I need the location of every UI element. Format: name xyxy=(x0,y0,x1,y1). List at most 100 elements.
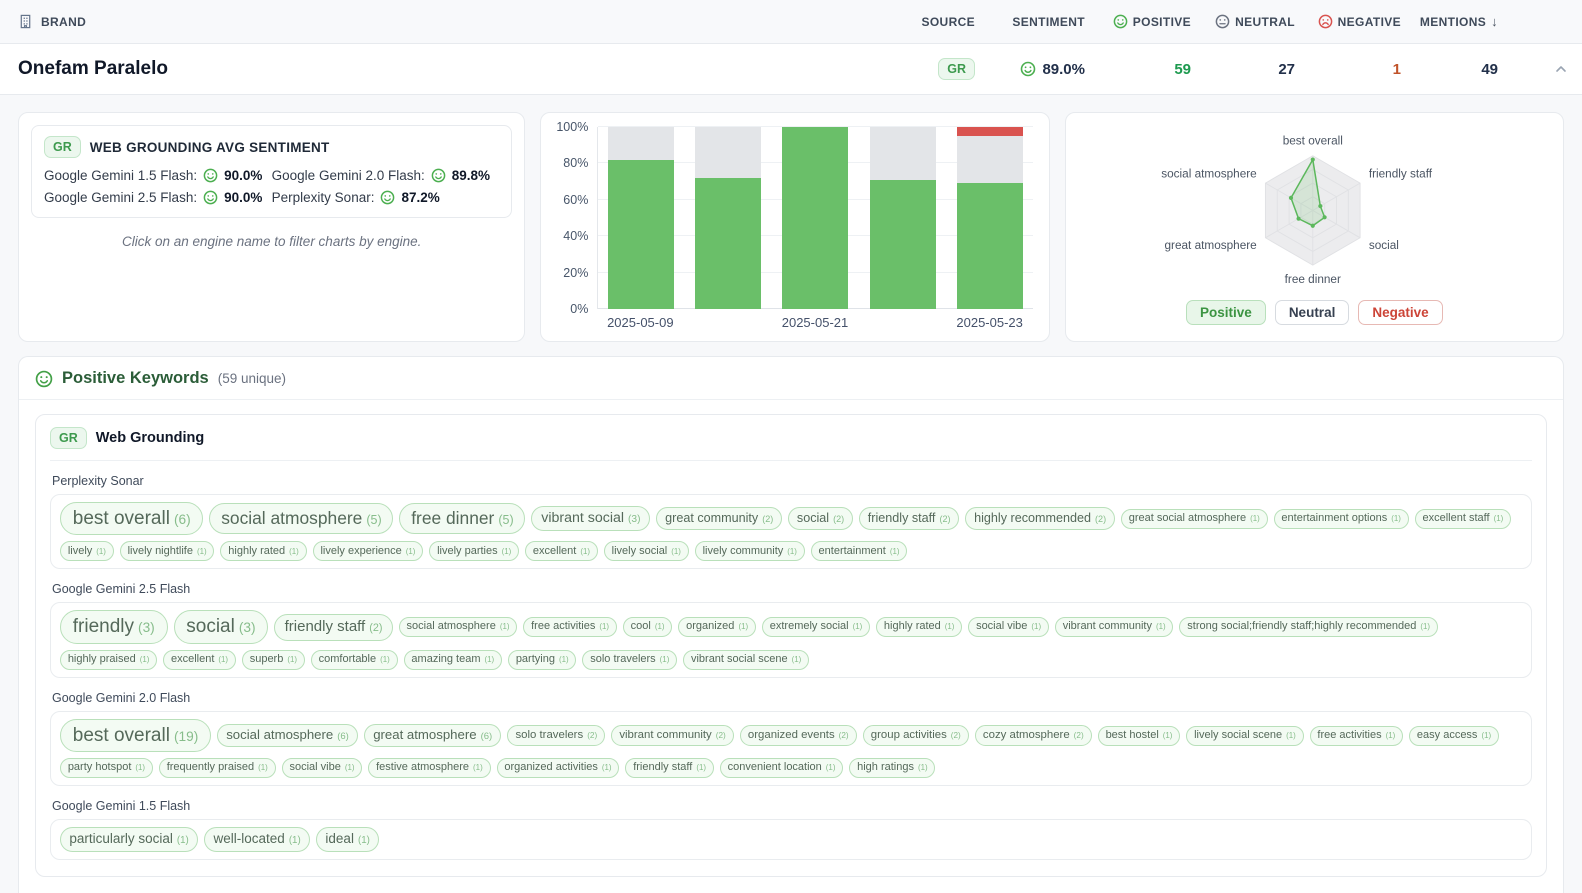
keyword-chip[interactable]: ideal (1) xyxy=(316,827,380,852)
keyword-chip[interactable]: social (3) xyxy=(173,610,269,644)
keyword-text: friendly staff xyxy=(633,761,693,774)
keyword-chip[interactable]: amazing team (1) xyxy=(403,649,502,670)
keyword-chip[interactable]: strong social;friendly staff;highly reco… xyxy=(1179,617,1438,638)
engine-keyword-group: Google Gemini 1.5 Flash particularly soci… xyxy=(50,799,1532,860)
keyword-chip[interactable]: friendly staff (2) xyxy=(274,613,393,641)
keyword-chip[interactable]: group activities (2) xyxy=(862,725,969,746)
keyword-chip[interactable]: entertainment (1) xyxy=(810,541,908,562)
keyword-text: cool xyxy=(630,620,651,633)
keyword-chip[interactable]: excellent staff (1) xyxy=(1414,508,1512,529)
keyword-chip[interactable]: social vibe (1) xyxy=(281,758,363,779)
keyword-chip[interactable]: vibrant community (1) xyxy=(1054,617,1174,638)
keyword-chip[interactable]: best overall (6) xyxy=(60,502,204,536)
radar-axis-label: best overall xyxy=(1282,134,1342,147)
bar[interactable] xyxy=(869,127,936,309)
engine-name-link[interactable]: Google Gemini 2.5 Flash: xyxy=(44,190,198,205)
keyword-chip[interactable]: friendly (3) xyxy=(60,610,168,644)
keyword-chip[interactable]: free dinner (5) xyxy=(399,503,526,535)
keyword-chip[interactable]: highly rated (1) xyxy=(876,617,963,638)
keyword-chip[interactable]: easy access (1) xyxy=(1409,725,1499,746)
column-mentions[interactable]: MENTIONS ↓ xyxy=(1419,14,1498,29)
keyword-chip[interactable]: entertainment options (1) xyxy=(1273,508,1409,529)
keyword-chip[interactable]: frequently praised (1) xyxy=(158,758,276,779)
keyword-chip[interactable]: solo travelers (1) xyxy=(582,649,678,670)
keyword-count: (1) xyxy=(1391,513,1401,523)
keyword-chip[interactable]: lively experience (1) xyxy=(312,541,424,562)
bar[interactable] xyxy=(695,127,762,309)
keyword-chip[interactable]: lively parties (1) xyxy=(429,541,520,562)
brand-row[interactable]: Onefam Paralelo GR 89.0% 59 27 1 49 xyxy=(0,44,1582,95)
keyword-chip[interactable]: friendly staff (1) xyxy=(625,758,714,779)
keyword-chip[interactable]: vibrant social scene (1) xyxy=(683,649,810,670)
bar[interactable] xyxy=(956,127,1023,309)
collapse-chevron-icon[interactable] xyxy=(1498,62,1568,76)
engine-name-label[interactable]: Google Gemini 2.0 Flash xyxy=(52,690,191,705)
legend-negative-button[interactable]: Negative xyxy=(1358,300,1443,325)
engine-keyword-groups: Perplexity Sonar best overall (6) social at… xyxy=(50,474,1532,860)
engine-name-link[interactable]: Perplexity Sonar: xyxy=(271,190,375,205)
keyword-chip[interactable]: great community (2) xyxy=(656,507,783,531)
keyword-chip[interactable]: convenient location (1) xyxy=(719,758,844,779)
column-sentiment[interactable]: SENTIMENT xyxy=(1012,14,1085,29)
keyword-chip[interactable]: vibrant community (2) xyxy=(611,725,734,746)
bar[interactable] xyxy=(782,127,849,309)
keyword-chip[interactable]: party hotspot (1) xyxy=(60,758,153,779)
keyword-text: lively parties xyxy=(437,544,498,557)
keyword-chip[interactable]: great social atmosphere (1) xyxy=(1120,508,1268,529)
keyword-chip[interactable]: great atmosphere (6) xyxy=(364,723,502,748)
keyword-chip[interactable]: lively social (1) xyxy=(603,541,689,562)
keyword-chip[interactable]: highly praised (1) xyxy=(60,649,158,670)
column-negative[interactable]: NEGATIVE xyxy=(1318,14,1401,29)
keyword-chip[interactable]: cool (1) xyxy=(622,617,673,638)
keyword-text: friendly staff xyxy=(284,617,366,635)
keyword-chip[interactable]: comfortable (1) xyxy=(310,649,398,670)
keyword-chip[interactable]: festive atmosphere (1) xyxy=(368,758,491,779)
keyword-chip[interactable]: solo travelers (2) xyxy=(507,725,606,746)
keyword-chip[interactable]: organized (1) xyxy=(678,617,756,638)
column-source[interactable]: SOURCE xyxy=(921,14,975,29)
keyword-chip[interactable]: well-located (1) xyxy=(204,827,311,852)
keyword-chip[interactable]: friendly staff (2) xyxy=(858,507,960,531)
keyword-chip[interactable]: organized events (2) xyxy=(739,725,857,746)
keyword-chip[interactable]: cozy atmosphere (2) xyxy=(974,725,1092,746)
column-neutral[interactable]: NEUTRAL xyxy=(1215,14,1295,29)
keyword-chip[interactable]: lively (1) xyxy=(60,541,114,562)
keyword-chip[interactable]: particularly social (1) xyxy=(60,827,199,852)
keyword-chip[interactable]: free activities (1) xyxy=(523,617,617,638)
keyword-count: (1) xyxy=(289,546,299,556)
keyword-count: (2) xyxy=(838,731,849,741)
keyword-count: (1) xyxy=(1250,513,1260,523)
keyword-chip[interactable]: partying (1) xyxy=(508,649,577,670)
keyword-chip[interactable]: vibrant social (3) xyxy=(531,505,651,532)
keyword-chip[interactable]: lively nightlife (1) xyxy=(119,541,215,562)
keyword-chip[interactable]: lively social scene (1) xyxy=(1186,725,1304,746)
keyword-chip[interactable]: social vibe (1) xyxy=(968,617,1049,638)
column-positive[interactable]: POSITIVE xyxy=(1113,14,1191,29)
keyword-chip[interactable]: high ratings (1) xyxy=(849,758,936,779)
keyword-chip[interactable]: social atmosphere (5) xyxy=(209,503,394,535)
keyword-chip[interactable]: organized activities (1) xyxy=(496,758,620,779)
bar[interactable] xyxy=(608,127,675,309)
legend-positive-button[interactable]: Positive xyxy=(1186,300,1266,325)
engine-name-link[interactable]: Google Gemini 1.5 Flash: xyxy=(44,168,198,183)
legend-neutral-button[interactable]: Neutral xyxy=(1274,300,1350,325)
keyword-chip[interactable]: best hostel (1) xyxy=(1097,725,1181,746)
keyword-chip[interactable]: free activities (1) xyxy=(1309,725,1404,746)
engine-name-label[interactable]: Google Gemini 1.5 Flash xyxy=(52,799,191,814)
engine-name-link[interactable]: Google Gemini 2.0 Flash: xyxy=(271,168,425,183)
keyword-chip[interactable]: best overall (19) xyxy=(60,718,212,753)
engine-name-label[interactable]: Google Gemini 2.5 Flash xyxy=(52,582,191,597)
engine-name-label[interactable]: Perplexity Sonar xyxy=(52,474,144,488)
keyword-chip[interactable]: social (2) xyxy=(788,507,853,531)
keyword-chip[interactable]: excellent (1) xyxy=(163,649,236,670)
keyword-chip[interactable]: superb (1) xyxy=(241,649,305,670)
keyword-chip[interactable]: highly recommended (2) xyxy=(965,507,1115,531)
column-brand[interactable]: BRAND xyxy=(18,14,879,29)
keyword-chip[interactable]: excellent (1) xyxy=(525,541,598,562)
keyword-chip[interactable]: social atmosphere (6) xyxy=(217,723,359,748)
keyword-count: (1) xyxy=(599,622,609,632)
keyword-chip[interactable]: extremely social (1) xyxy=(761,617,871,638)
keyword-chip[interactable]: social atmosphere (1) xyxy=(398,617,518,638)
keyword-chip[interactable]: highly rated (1) xyxy=(220,541,307,562)
keyword-chip[interactable]: lively community (1) xyxy=(694,541,805,562)
